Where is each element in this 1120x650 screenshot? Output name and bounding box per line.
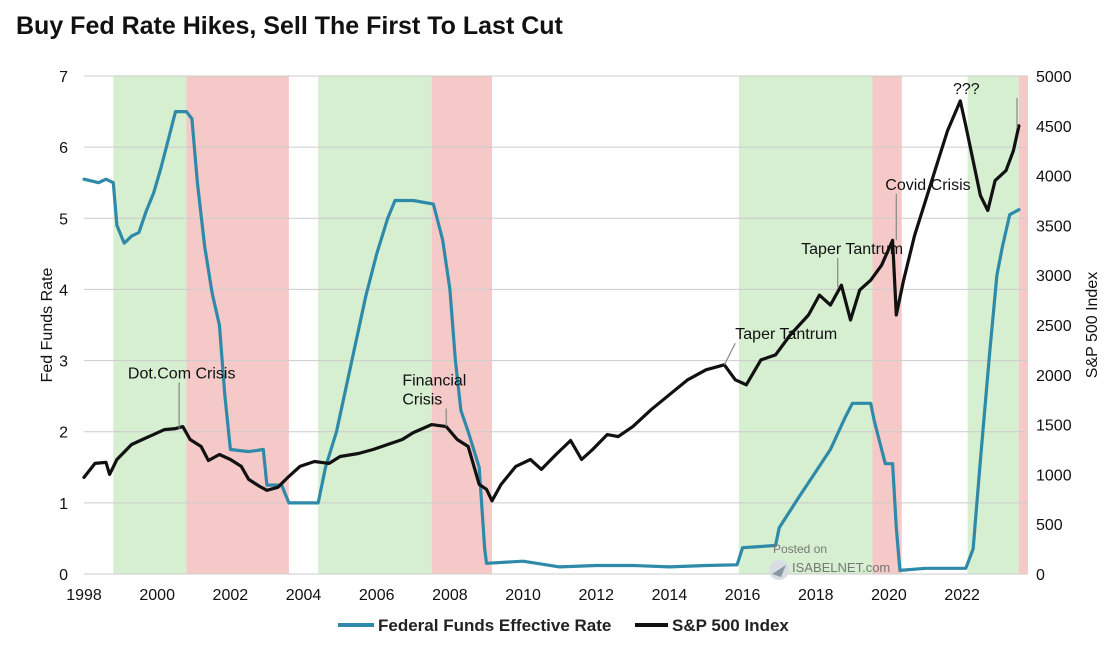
- shade-cut-7: [1018, 76, 1028, 574]
- right-tick-label: 1000: [1036, 467, 1072, 484]
- shade-cut-5: [872, 76, 902, 574]
- left-axis-ticks: 0 1 2 3 4 5 6 7: [59, 69, 68, 584]
- annotation-text: Taper Tantrum: [735, 326, 837, 343]
- x-tick-label: 2000: [139, 587, 175, 604]
- shade-hike-2: [318, 76, 432, 574]
- x-tick-label: 1998: [66, 587, 102, 604]
- shaded-periods: [113, 76, 1028, 574]
- left-tick-label: 6: [59, 140, 68, 157]
- right-tick-label: 500: [1036, 517, 1063, 534]
- x-tick-label: 2012: [578, 587, 614, 604]
- x-axis-ticks: 1998 2000 2002 2004 2006 2008 2010 2012 2014 2016…: [66, 587, 980, 604]
- shade-hike-0: [113, 76, 187, 574]
- annotation-1: Financial Crisis: [402, 372, 466, 427]
- left-tick-label: 3: [59, 354, 68, 371]
- right-tick-label: 3000: [1036, 268, 1072, 285]
- chart-title: Buy Fed Rate Hikes, Sell The First To La…: [16, 12, 563, 40]
- annotation-3: Taper Tantrum: [801, 241, 903, 288]
- left-tick-label: 4: [59, 282, 68, 299]
- watermark-arrow-icon: [772, 565, 786, 577]
- annotation-text: Financial: [402, 372, 466, 389]
- watermark-site: ISABELNET.com: [792, 560, 890, 575]
- left-axis-label: Fed Funds Rate: [39, 268, 56, 383]
- x-tick-label: 2010: [505, 587, 541, 604]
- right-tick-label: 4000: [1036, 169, 1072, 186]
- legend-label-fed-rate: Federal Funds Effective Rate: [378, 616, 611, 635]
- left-tick-label: 5: [59, 211, 68, 228]
- annotation-text: Dot.Com Crisis: [128, 365, 236, 382]
- legend: Federal Funds Effective Rate S&P 500 Ind…: [338, 616, 789, 635]
- shade-hike-4: [738, 76, 873, 574]
- right-tick-label: 0: [1036, 567, 1045, 584]
- annotation-4: Covid Crisis: [885, 177, 971, 241]
- left-tick-label: 2: [59, 425, 68, 442]
- x-tick-label: 2022: [944, 587, 980, 604]
- x-tick-label: 2020: [871, 587, 907, 604]
- watermark-posted-on: Posted on: [773, 542, 827, 556]
- annotation-2: Taper Tantrum: [723, 326, 837, 366]
- left-tick-label: 0: [59, 567, 68, 584]
- right-tick-label: 2000: [1036, 368, 1072, 385]
- right-tick-label: 2500: [1036, 318, 1072, 335]
- x-tick-label: 2018: [798, 587, 834, 604]
- fed-funds-rate-line: [82, 110, 1021, 572]
- annotations: Dot.Com Crisis Financial Crisis Taper Tantr…: [128, 81, 1018, 429]
- right-tick-label: 3500: [1036, 218, 1072, 235]
- series-lines: [82, 99, 1021, 572]
- x-tick-label: 2004: [286, 587, 322, 604]
- x-tick-label: 2016: [725, 587, 761, 604]
- annotation-text: Covid Crisis: [885, 177, 970, 194]
- sp500-line: [82, 99, 1021, 503]
- annotation-pointer: [723, 342, 736, 366]
- x-tick-label: 2014: [652, 587, 688, 604]
- grid-lines: [84, 75, 1028, 575]
- annotation-text: ???: [953, 81, 980, 98]
- annotation-text: Crisis: [402, 391, 442, 408]
- watermark: Posted on ISABELNET.com: [769, 542, 890, 580]
- left-tick-label: 1: [59, 496, 68, 513]
- right-axis-ticks: 0 500 1000 1500 2000 2500 3000 3500 4000 4500 5000: [1036, 69, 1072, 584]
- shade-cut-1: [186, 76, 289, 574]
- left-tick-label: 7: [59, 69, 68, 86]
- right-tick-label: 4500: [1036, 119, 1072, 136]
- x-tick-label: 2002: [213, 587, 249, 604]
- annotation-5: ???: [953, 81, 1018, 128]
- legend-label-sp500: S&P 500 Index: [672, 616, 789, 635]
- right-axis-label: S&P 500 Index: [1084, 272, 1101, 378]
- annotation-0: Dot.Com Crisis: [128, 365, 236, 429]
- x-tick-label: 2006: [359, 587, 395, 604]
- annotation-text: Taper Tantrum: [801, 241, 903, 258]
- right-tick-label: 5000: [1036, 69, 1072, 86]
- x-tick-label: 2008: [432, 587, 468, 604]
- right-tick-label: 1500: [1036, 418, 1072, 435]
